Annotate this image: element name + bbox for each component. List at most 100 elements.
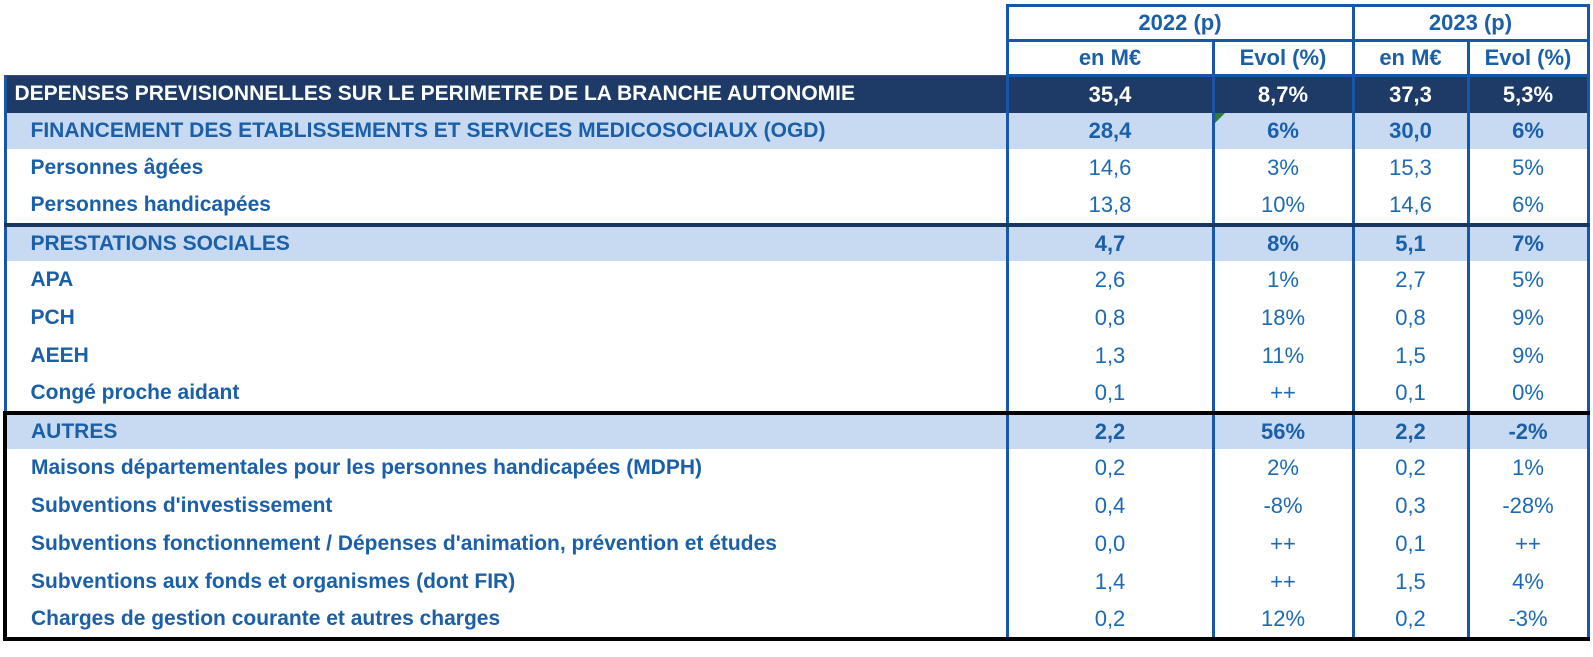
column-header-2023-evol: Evol (%) [1466, 39, 1590, 77]
table-row: Personnes âgées 14,6 3% 15,3 5% [3, 148, 1590, 187]
cell-2022-meur: 35,4 [1005, 74, 1213, 113]
cell-2023-meur: 2,7 [1351, 260, 1468, 299]
cell-2023-evol: 0% [1466, 374, 1590, 413]
cell-2023-meur: 0,8 [1351, 298, 1468, 337]
table-row: Personnes handicapées 13,8 10% 14,6 6% [3, 186, 1590, 225]
row-label: AUTRES [3, 410, 1007, 449]
cell-2023-evol: 5,3% [1466, 74, 1590, 113]
year-header-2022: 2022 (p) [1005, 4, 1355, 42]
cell-2023-meur: 1,5 [1351, 562, 1468, 601]
row-label: Personnes âgées [3, 148, 1007, 187]
cell-2023-evol: -3% [1466, 600, 1590, 641]
cell-2022-evol: 18% [1211, 298, 1353, 337]
table-row: AUTRES 2,2 56% 2,2 -2% [3, 410, 1590, 449]
cell-2023-meur: 0,3 [1351, 486, 1468, 525]
cell-2023-meur: 0,2 [1351, 600, 1468, 641]
cell-2022-meur: 0,1 [1005, 374, 1213, 413]
cell-2022-evol: 6% [1211, 112, 1353, 149]
table-row: APA 2,6 1% 2,7 5% [3, 260, 1590, 299]
cell-2023-evol: 6% [1466, 112, 1590, 149]
cell-2022-evol: ++ [1211, 562, 1353, 601]
cell-2022-meur: 2,2 [1005, 410, 1213, 449]
cell-2023-evol: 5% [1466, 148, 1590, 187]
cell-2023-evol: 1% [1466, 448, 1590, 487]
cell-2022-meur: 2,6 [1005, 260, 1213, 299]
row-label: Subventions aux fonds et organismes (don… [3, 562, 1007, 601]
table-row: Charges de gestion courante et autres ch… [3, 600, 1590, 641]
comment-marker-icon [1216, 112, 1225, 123]
row-label: PRESTATIONS SOCIALES [3, 222, 1007, 261]
cell-2023-evol: 5% [1466, 260, 1590, 299]
cell-2023-meur: 15,3 [1351, 148, 1468, 187]
cell-2023-meur: 30,0 [1351, 112, 1468, 149]
cell-2022-meur: 0,8 [1005, 298, 1213, 337]
cell-2023-evol: 4% [1466, 562, 1590, 601]
cell-2022-evol: 1% [1211, 260, 1353, 299]
cell-2022-evol: 2% [1211, 448, 1353, 487]
cell-2023-meur: 5,1 [1351, 222, 1468, 261]
table-row: Subventions aux fonds et organismes (don… [3, 562, 1590, 601]
column-header-2023-meur: en M€ [1351, 39, 1470, 77]
cell-2023-meur: 37,3 [1351, 74, 1468, 113]
table-row: Subventions d'investissement 0,4 -8% 0,3 -28… [3, 486, 1590, 525]
cell-2022-meur: 28,4 [1005, 112, 1213, 149]
cell-2022-evol: ++ [1211, 374, 1353, 413]
cell-2022-meur: 0,2 [1005, 448, 1213, 487]
cell-2022-meur: 14,6 [1005, 148, 1213, 187]
cell-2023-evol: 9% [1466, 298, 1590, 337]
table-row: AEEH 1,3 11% 1,5 9% [3, 336, 1590, 375]
cell-2022-meur: 1,4 [1005, 562, 1213, 601]
table-row: DEPENSES PREVISIONNELLES SUR LE PERIMETR… [3, 74, 1590, 113]
cell-2022-evol: 11% [1211, 336, 1353, 375]
column-header-2022-evol: Evol (%) [1211, 39, 1355, 77]
cell-2023-evol: -2% [1466, 410, 1590, 449]
row-label: Maisons départementales pour les personn… [3, 448, 1007, 487]
cell-2022-meur: 0,2 [1005, 600, 1213, 641]
spacer-cell [5, 41, 1007, 76]
cell-2022-evol: ++ [1211, 524, 1353, 563]
cell-2022-meur: 0,4 [1005, 486, 1213, 525]
cell-2022-meur: 4,7 [1005, 222, 1213, 261]
row-label: APA [3, 260, 1007, 299]
cell-2023-meur: 0,2 [1351, 448, 1468, 487]
cell-2022-evol: 10% [1211, 186, 1353, 225]
cell-2022-evol: 12% [1211, 600, 1353, 641]
cell-2023-meur: 0,1 [1351, 374, 1468, 413]
row-label: Subventions d'investissement [3, 486, 1007, 525]
cell-2023-evol: 7% [1466, 222, 1590, 261]
cell-2023-meur: 14,6 [1351, 186, 1468, 225]
cell-2023-meur: 1,5 [1351, 336, 1468, 375]
cell-2022-meur: 13,8 [1005, 186, 1213, 225]
cell-2022-evol: 8,7% [1211, 74, 1353, 113]
cell-2023-meur: 2,2 [1351, 410, 1468, 449]
cell-2023-evol: -28% [1466, 486, 1590, 525]
row-label: PCH [3, 298, 1007, 337]
cell-2023-evol: 6% [1466, 186, 1590, 225]
cell-2022-evol: 56% [1211, 410, 1353, 449]
table-row: PCH 0,8 18% 0,8 9% [3, 298, 1590, 337]
table-row: PRESTATIONS SOCIALES 4,7 8% 5,1 7% [3, 222, 1590, 261]
year-header-row: 2022 (p) 2023 (p) [5, 4, 1590, 42]
cell-2023-evol: ++ [1466, 524, 1590, 563]
cell-2022-evol: -8% [1211, 486, 1353, 525]
row-label: Personnes handicapées [3, 186, 1007, 225]
table-body: DEPENSES PREVISIONNELLES SUR LE PERIMETR… [3, 74, 1590, 641]
row-label: AEEH [3, 336, 1007, 375]
cell-2022-evol: 8% [1211, 222, 1353, 261]
year-header-2023: 2023 (p) [1351, 4, 1590, 42]
table-row: Congé proche aidant 0,1 ++ 0,1 0% [3, 374, 1590, 413]
row-label: Charges de gestion courante et autres ch… [3, 600, 1007, 641]
cell-2023-evol: 9% [1466, 336, 1590, 375]
sub-header-row: en M€ Evol (%) en M€ Evol (%) [5, 39, 1590, 77]
row-label: DEPENSES PREVISIONNELLES SUR LE PERIMETR… [3, 75, 1007, 113]
table-row: Maisons départementales pour les personn… [3, 448, 1590, 487]
row-label: FINANCEMENT DES ETABLISSEMENTS ET SERVIC… [3, 112, 1007, 149]
budget-table: 2022 (p) 2023 (p) en M€ Evol (%) en M€ E… [3, 4, 1590, 641]
cell-2023-meur: 0,1 [1351, 524, 1468, 563]
cell-2022-meur: 0,0 [1005, 524, 1213, 563]
cell-2022-meur: 1,3 [1005, 336, 1213, 375]
row-label: Subventions fonctionnement / Dépenses d'… [3, 524, 1007, 563]
column-header-2022-meur: en M€ [1005, 39, 1215, 77]
cell-2022-evol: 3% [1211, 148, 1353, 187]
